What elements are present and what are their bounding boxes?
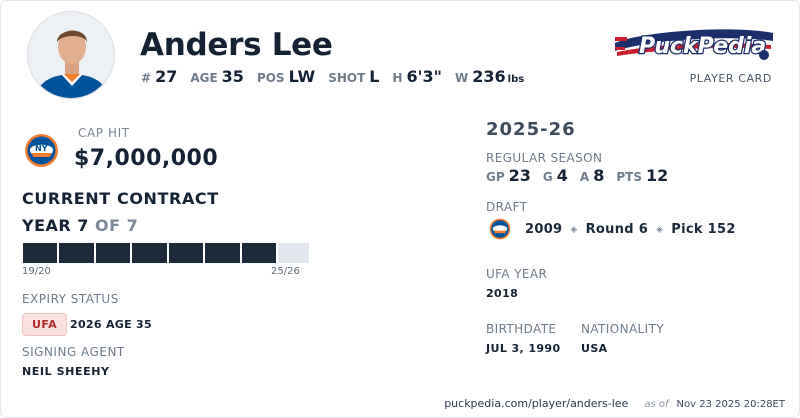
age-value: 35 (221, 67, 244, 86)
regular-season-stats: GP 23 G 4 A 8 PTS 12 (486, 166, 680, 185)
contract-year-segment (23, 243, 60, 263)
ufa-year-value: 2018 (486, 287, 519, 300)
diamond-separator-icon: ◈ (656, 224, 664, 235)
season-title: 2025-26 (486, 119, 576, 140)
height-label: H (392, 71, 403, 85)
contract-year: YEAR 7 (22, 216, 89, 235)
weight-unit: lbs (507, 74, 525, 85)
cap-hit-value: $7,000,000 (74, 146, 219, 171)
player-name: Anders Lee (140, 27, 333, 63)
islanders-logo-icon (489, 218, 511, 240)
puckpedia-logo[interactable]: PuckPedia (613, 23, 775, 69)
goals-label: G (542, 170, 553, 184)
contract-year-segment (241, 243, 278, 263)
draft-pick: Pick 152 (671, 222, 736, 237)
as-of-label: as of (644, 399, 669, 410)
contract-year-total: OF 7 (95, 216, 139, 235)
assists-label: A (579, 170, 590, 184)
ufa-year-label: UFA YEAR (486, 267, 548, 281)
gp-value: 23 (508, 166, 531, 185)
player-avatar (27, 11, 115, 99)
ufa-status-badge: UFA (22, 313, 68, 336)
bar-end-season: 25/26 (271, 266, 300, 277)
signing-agent-name: NEIL SHEEHY (22, 365, 110, 378)
signing-agent-label: SIGNING AGENT (22, 345, 125, 359)
contract-year-line: YEAR 7 OF 7 (22, 216, 138, 235)
number-label: # (141, 71, 152, 85)
contract-year-segment (168, 243, 206, 263)
points-label: PTS (616, 170, 642, 184)
draft-year: 2009 (525, 222, 563, 237)
goals-value: 4 (556, 166, 568, 185)
position-value: LW (288, 67, 316, 86)
birthdate-label: BIRTHDATE (486, 322, 557, 336)
bar-start-season: 19/20 (22, 266, 51, 277)
position-label: POS (256, 71, 285, 85)
number-value: 27 (155, 67, 178, 86)
contract-year-segment (205, 243, 242, 263)
contract-year-segment (132, 243, 169, 263)
birthdate-value: JUL 3, 1990 (486, 342, 561, 355)
draft-round: Round 6 (585, 222, 649, 237)
contract-year-segment (59, 243, 96, 263)
nationality-value: USA (581, 342, 608, 355)
card-footer: puckpedia.com/player/anders-lee as of No… (444, 397, 785, 410)
current-contract-title: CURRENT CONTRACT (22, 189, 219, 208)
points-value: 12 (645, 166, 669, 185)
expiry-status-detail: 2026 AGE 35 (70, 318, 152, 331)
contract-progress-bar (23, 243, 309, 263)
player-stats-line: # 27 AGE 35 POS LW SHOT L H 6'3" W 236 l… (141, 67, 524, 86)
age-label: AGE (190, 71, 218, 85)
expiry-status-label: EXPIRY STATUS (22, 292, 119, 306)
weight-value: 236 (472, 67, 506, 86)
player-url-link[interactable]: puckpedia.com/player/anders-lee (444, 397, 629, 410)
svg-text:NY: NY (35, 144, 48, 153)
gp-label: GP (486, 170, 505, 184)
timestamp: Nov 23 2025 20:28ET (676, 399, 785, 410)
draft-details: 2009 ◈ Round 6 ◈ Pick 152 (525, 222, 736, 237)
player-card-label: PLAYER CARD (689, 72, 772, 85)
logo-wordmark: PuckPedia (639, 34, 766, 59)
shot-label: SHOT (328, 71, 366, 85)
nationality-label: NATIONALITY (581, 322, 665, 336)
contract-year-segment (95, 243, 133, 263)
weight-label: W (455, 71, 469, 85)
cap-hit-label: CAP HIT (78, 126, 130, 140)
assists-value: 8 (593, 166, 605, 185)
diamond-separator-icon: ◈ (570, 224, 578, 235)
shot-value: L (369, 67, 380, 86)
islanders-logo-icon: NY (24, 133, 59, 168)
regular-season-label: REGULAR SEASON (486, 151, 603, 165)
draft-label: DRAFT (486, 200, 528, 214)
height-value: 6'3" (406, 67, 443, 86)
